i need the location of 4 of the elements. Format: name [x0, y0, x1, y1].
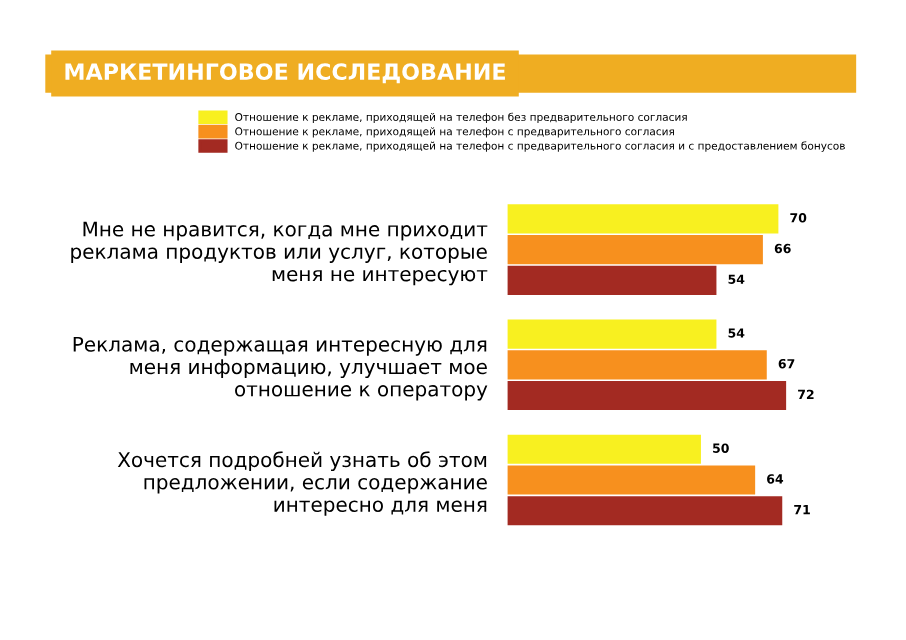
y-tick-label: Хочется подробней узнать об этом предложении, если содержание интересно для меня	[117, 451, 487, 516]
text: МАРКЕТИНГОВОЕ ИССЛЕДОВАНИЕ	[65, 63, 505, 84]
y-tick-label: Реклама, содержащая интересную для меня информацию, улучшает мое отношение к оператору	[73, 336, 488, 401]
y-tick-label: Мне не нравится, когда мне приходит реклама продуктов или услуг, которые меня не интересуют	[71, 221, 488, 286]
